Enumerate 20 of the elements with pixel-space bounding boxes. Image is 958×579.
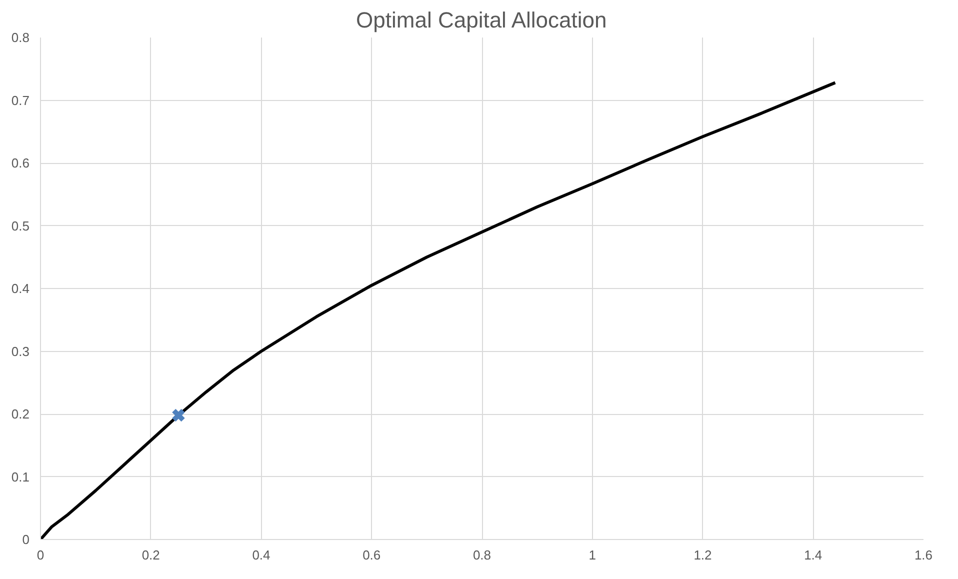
y-tick-label: 0 (22, 532, 30, 547)
x-tick-label: 0 (36, 548, 44, 562)
y-tick-label: 0.4 (11, 281, 30, 296)
x-tick-label: 0.8 (472, 548, 492, 562)
x-tick-label: 1.2 (694, 548, 712, 562)
y-tick-label: 0.1 (11, 469, 30, 484)
y-tick-label: 0.8 (11, 30, 30, 45)
y-tick-label: 0.5 (11, 218, 30, 234)
chart-title: Optimal Capital Allocation (356, 8, 607, 32)
x-tick-label: 0.2 (142, 548, 160, 562)
x-tick-label: 1.6 (914, 548, 933, 562)
x-tick-label: 1 (588, 548, 596, 562)
y-tick-label: 0.7 (11, 92, 30, 108)
line-series (40, 81, 837, 540)
x-tick-label: 1.4 (804, 548, 822, 562)
x-tick-label: 0.6 (362, 548, 381, 562)
y-tick-label: 0.3 (11, 344, 30, 359)
y-tick-label: 0.2 (11, 406, 30, 422)
x-tick-label: 0.4 (252, 548, 270, 562)
y-tick-label: 0.6 (11, 156, 30, 170)
